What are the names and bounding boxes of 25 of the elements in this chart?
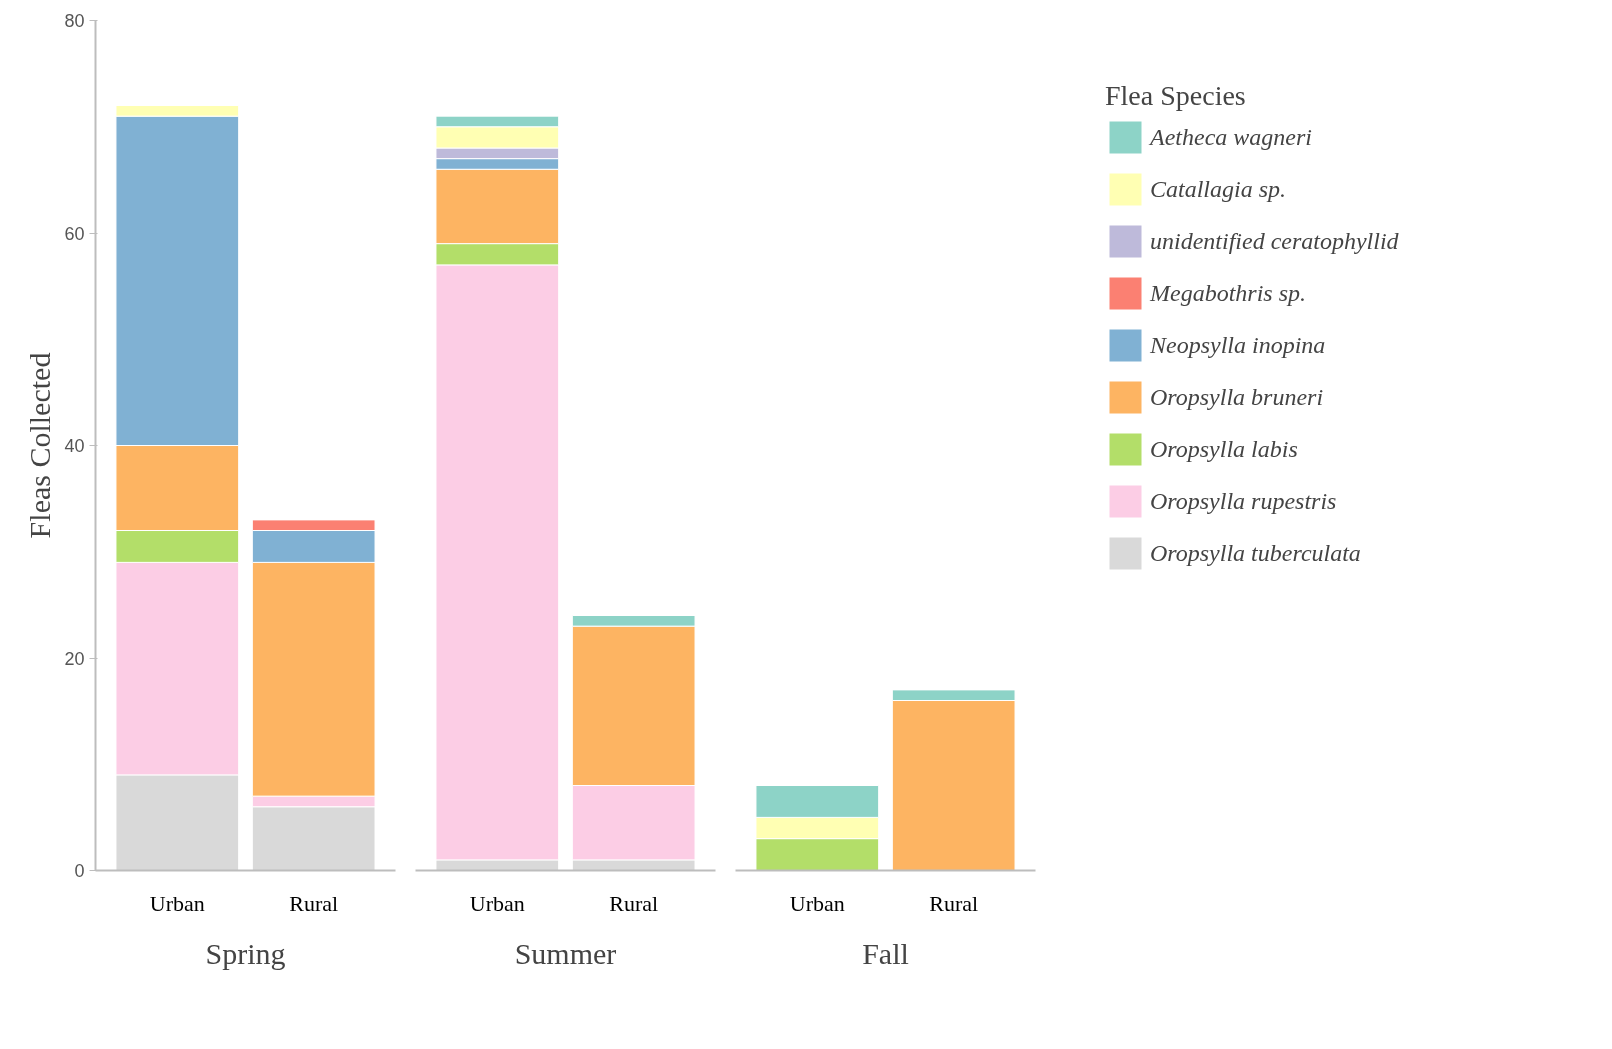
x-tick-label: Rural [929,890,979,916]
legend-label: Neopsylla inopina [1150,330,1326,360]
x-tick-label: Urban [469,890,525,916]
legend-label: unidentified ceratophyllid [1150,226,1399,256]
y-tick-label: 40 [64,436,85,456]
y-tick-label: 0 [74,861,85,881]
legend-label: Catallagia sp. [1150,174,1287,204]
x-axis-title: Fall [862,936,909,970]
legend-title: Flea Species [1105,80,1247,112]
x-tick-label: Rural [609,890,659,916]
x-axis-title: Spring [205,936,286,970]
x-tick-label: Rural [289,890,339,916]
y-tick-label: 60 [64,223,85,244]
x-axis-title: Summer [514,936,617,970]
legend-label: Oropsylla tuberculata [1150,538,1361,568]
y-tick-label: 20 [64,648,85,669]
y-tick-label: 80 [64,11,85,31]
legend-label: Oropsylla labis [1150,434,1298,464]
legend-label: Aetheca wagneri [1150,122,1312,152]
legend-label: Oropsylla bruneri [1150,382,1324,412]
x-tick-label: Urban [789,890,845,916]
legend-label: Megabothris sp. [1150,278,1306,308]
legend-label: Oropsylla rupestris [1150,486,1337,516]
x-tick-label: Urban [149,890,205,916]
y-axis-title: Fleas Collected [23,352,57,539]
